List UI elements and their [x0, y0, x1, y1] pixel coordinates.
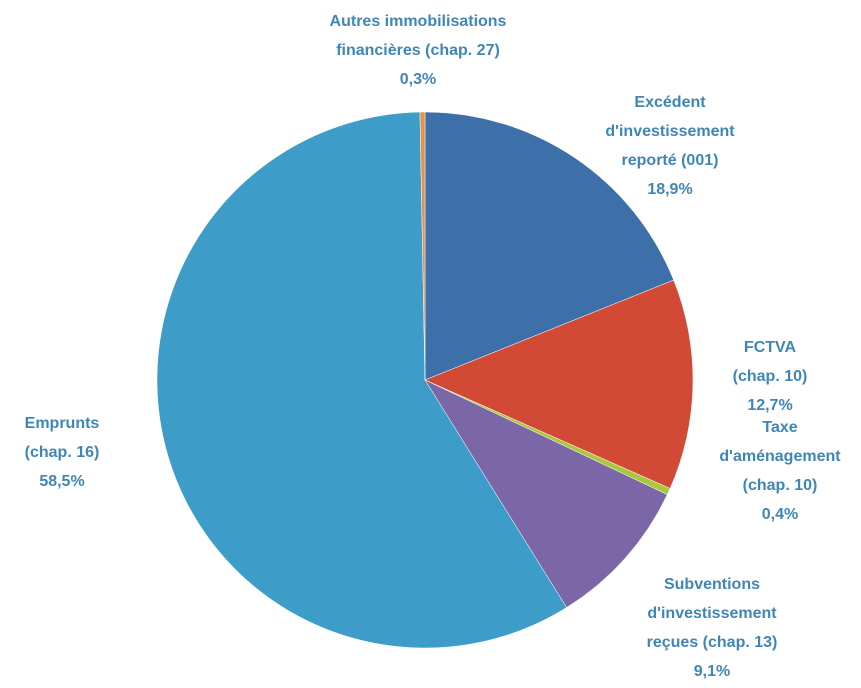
- slice-label: d'investissement: [647, 605, 777, 622]
- value-label: 0,4%: [762, 506, 798, 523]
- value-label: 58,5%: [39, 473, 84, 490]
- slice-label: Emprunts: [25, 415, 100, 432]
- slice-label: reçues (chap. 13): [647, 634, 778, 651]
- value-label: 18,9%: [647, 181, 692, 198]
- slice-label: financières (chap. 27): [336, 42, 500, 59]
- pie-slice: [424, 111, 674, 381]
- slice-label: (chap. 10): [733, 368, 808, 385]
- slice-label: d'investissement: [605, 123, 735, 140]
- slice-label: (chap. 16): [25, 444, 100, 461]
- slice-label: Autres immobilisations: [330, 13, 507, 30]
- slice-label: Taxe: [762, 419, 797, 436]
- slice-label: reporté (001): [622, 152, 719, 169]
- slice-label: FCTVA: [744, 339, 797, 356]
- slice-label: (chap. 10): [743, 477, 818, 494]
- slice-label: Excédent: [634, 94, 706, 111]
- pie-slice: [424, 279, 694, 489]
- value-label: 12,7%: [747, 397, 792, 414]
- pie-slice: [419, 111, 426, 381]
- pie-slice: [424, 379, 668, 608]
- slice-label: d'aménagement: [719, 448, 841, 465]
- pie-slice: [156, 111, 567, 649]
- value-label: 0,3%: [400, 71, 436, 88]
- value-label: 9,1%: [694, 663, 730, 680]
- slice-label: Subventions: [664, 576, 760, 593]
